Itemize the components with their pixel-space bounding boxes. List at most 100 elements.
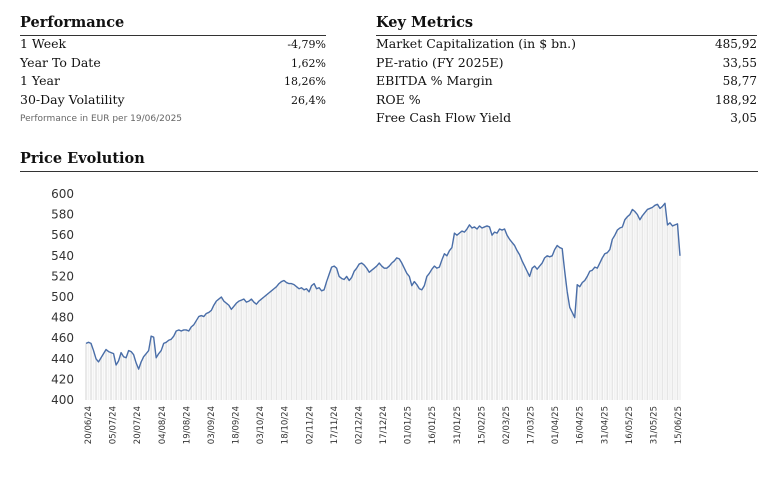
- price-bar: [646, 209, 649, 400]
- perf-row-1year: 1 Year 18,26%: [20, 73, 326, 92]
- price-bar: [553, 249, 556, 400]
- price-bar: [152, 337, 155, 400]
- price-bar: [558, 247, 561, 400]
- metric-row-pe: PE-ratio (FY 2025E) 33,55: [376, 55, 757, 74]
- price-bar: [238, 301, 240, 400]
- price-bar: [220, 297, 223, 400]
- price-bar: [573, 317, 576, 400]
- price-bar: [598, 263, 601, 400]
- price-bar: [408, 276, 411, 400]
- price-bar: [222, 301, 225, 400]
- perf-value: -4,79%: [287, 38, 326, 51]
- price-bar: [147, 350, 150, 400]
- price-bar: [415, 284, 418, 400]
- price-bar: [468, 224, 471, 400]
- x-tick-label: 18/09/24: [232, 406, 242, 444]
- price-bar: [225, 303, 228, 400]
- price-bar: [583, 280, 586, 400]
- key-metrics-panel: Key Metrics Market Capitalization (in $ …: [376, 14, 757, 129]
- price-bar: [105, 349, 107, 400]
- price-bar: [623, 219, 626, 400]
- price-bar: [197, 316, 200, 400]
- x-tick-label: 31/05/25: [649, 406, 659, 444]
- price-bar: [187, 330, 190, 400]
- perf-value: 26,4%: [291, 93, 326, 107]
- price-bar: [283, 280, 285, 400]
- price-bar: [90, 343, 92, 400]
- performance-note: Performance in EUR per 19/06/2025: [20, 114, 183, 124]
- price-bar: [315, 288, 318, 400]
- price-bar: [431, 269, 433, 400]
- price-bar: [308, 291, 310, 400]
- y-tick-label: 520: [51, 269, 74, 283]
- price-bar: [100, 357, 102, 400]
- price-bar: [593, 267, 596, 400]
- price-bar: [97, 361, 100, 400]
- price-bar: [217, 299, 220, 400]
- price-bar: [563, 271, 566, 400]
- price-bar: [245, 302, 248, 400]
- price-bar: [285, 282, 288, 400]
- x-tick-label: 03/10/24: [256, 406, 266, 444]
- y-tick-label: 600: [51, 187, 74, 201]
- price-bar: [649, 208, 651, 400]
- price-bar: [155, 357, 158, 400]
- perf-row-1week: 1 Week -4,79%: [20, 36, 326, 55]
- price-bar: [300, 287, 303, 400]
- price-bar: [526, 271, 528, 400]
- x-tick-label: 03/09/24: [207, 406, 217, 444]
- price-bar: [541, 263, 544, 400]
- price-bar: [345, 276, 348, 400]
- price-bar: [516, 250, 518, 400]
- price-bar: [591, 270, 594, 400]
- price-bar: [162, 343, 165, 400]
- perf-row-ytd: Year To Date 1,62%: [20, 55, 326, 74]
- price-bar: [195, 320, 198, 400]
- price-bar: [142, 356, 145, 400]
- perf-row-volatility: 30-Day Volatility 26,4%: [20, 92, 326, 111]
- price-bar: [618, 227, 621, 400]
- price-bar: [423, 285, 426, 400]
- price-bar: [456, 235, 458, 400]
- price-bar: [348, 280, 351, 400]
- price-bar: [671, 225, 674, 400]
- price-bar: [145, 353, 148, 400]
- price-bar: [350, 277, 353, 400]
- price-bar: [616, 230, 619, 400]
- price-bar: [669, 222, 671, 400]
- x-tick-label: 01/04/25: [551, 406, 561, 444]
- price-bar: [253, 302, 255, 400]
- x-tick-label: 31/04/25: [600, 406, 610, 444]
- x-tick-label: 15/06/25: [674, 406, 684, 444]
- price-bar: [654, 205, 656, 400]
- performance-title: Performance: [20, 14, 326, 36]
- price-bar: [335, 268, 338, 400]
- price-bar: [200, 315, 203, 400]
- price-bar: [328, 274, 330, 400]
- price-bar: [581, 282, 584, 400]
- price-bar: [358, 264, 361, 400]
- price-bar: [265, 294, 268, 400]
- price-bar: [323, 289, 325, 400]
- price-bar: [629, 214, 631, 400]
- price-bar: [420, 289, 423, 400]
- price-bar: [664, 203, 666, 400]
- x-tick-label: 02/12/24: [354, 406, 364, 444]
- price-bar: [117, 360, 120, 400]
- price-bar: [513, 245, 516, 400]
- price-bar: [375, 266, 378, 400]
- price-bar: [586, 276, 589, 400]
- price-bar: [533, 266, 536, 400]
- price-bar: [177, 329, 180, 400]
- price-bar: [227, 305, 230, 400]
- y-tick-label: 460: [51, 331, 74, 345]
- x-tick-label: 16/04/25: [576, 406, 586, 444]
- price-bar: [551, 255, 554, 400]
- price-bar: [531, 268, 533, 400]
- price-bar: [451, 247, 453, 400]
- price-bar: [185, 329, 188, 400]
- price-bar: [95, 358, 97, 400]
- y-tick-label: 500: [51, 290, 74, 304]
- x-tick-label: 17/12/24: [379, 406, 389, 444]
- price-bar: [373, 268, 376, 400]
